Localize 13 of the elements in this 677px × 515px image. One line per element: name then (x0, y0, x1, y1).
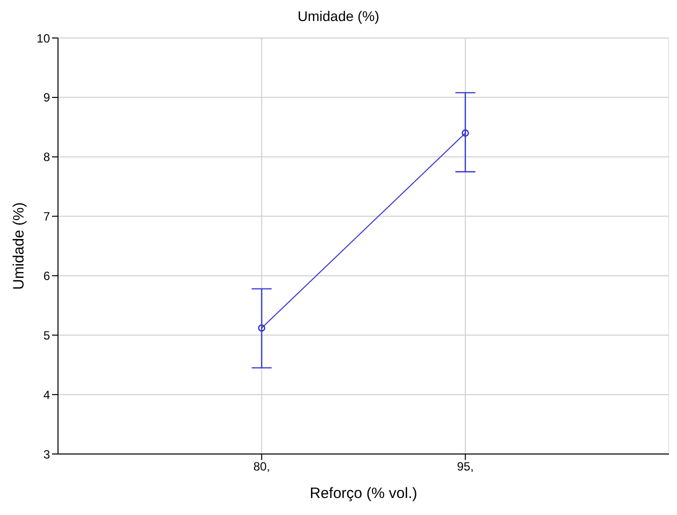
y-tick-label: 5 (43, 328, 50, 342)
y-tick-label: 10 (36, 31, 50, 46)
y-tick-label: 6 (43, 268, 50, 283)
y-tick-label: 9 (43, 90, 50, 105)
x-axis-title: Reforço (% vol.) (310, 485, 418, 502)
y-axis-title: Umidade (%) (10, 202, 28, 290)
y-tick-label: 7 (43, 210, 50, 224)
y-tick-label: 3 (43, 447, 50, 462)
x-tick-label: 95, (456, 460, 474, 474)
x-tick-label: 80, (253, 460, 270, 474)
y-tick-label: 4 (43, 388, 50, 402)
y-tick-label: 8 (43, 150, 50, 164)
chart-title: Umidade (%) (296, 8, 380, 26)
